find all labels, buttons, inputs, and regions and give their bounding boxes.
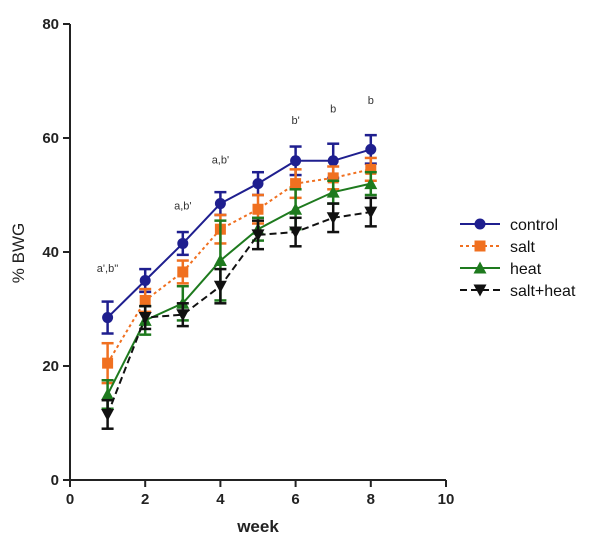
data-point (289, 226, 303, 239)
data-point (290, 178, 302, 190)
x-tick-label: 10 (438, 491, 455, 508)
data-point (290, 155, 302, 167)
data-point (365, 163, 377, 175)
data-point (138, 312, 152, 325)
legend-marker (473, 261, 487, 274)
significance-annotations: a',b'' a,b' a,b' b' b b (97, 95, 374, 275)
data-point (213, 254, 227, 267)
annotation-label: a',b'' (97, 263, 119, 275)
x-axis-title: week (236, 517, 279, 536)
legend-item: salt+heat (460, 283, 576, 300)
legend-item: control (460, 217, 558, 234)
series-control (101, 133, 377, 335)
y-tick-label: 40 (42, 244, 59, 261)
y-tick-label: 0 (51, 472, 59, 489)
data-point (139, 294, 151, 306)
data-point (102, 312, 114, 324)
legend-item: heat (460, 261, 542, 278)
y-axis-title: % BWG (9, 223, 28, 283)
data-point (214, 198, 226, 210)
legend: control salt heat salt+heat (460, 217, 576, 300)
legend-marker (474, 218, 486, 230)
y-tick-label: 20 (42, 358, 59, 375)
data-point (364, 206, 378, 219)
axes: 0 20 40 60 80 0 2 4 6 8 10 (42, 16, 454, 508)
data-point (327, 155, 339, 167)
data-point (101, 388, 115, 400)
x-tick-label: 4 (216, 491, 225, 508)
annotation-label: b (368, 95, 374, 107)
x-tick-label: 0 (66, 491, 74, 508)
annotation-label: a,b' (212, 155, 229, 167)
annotation-label: b' (291, 115, 299, 127)
data-point (326, 212, 340, 225)
data-point (252, 178, 264, 190)
legend-label: salt+heat (510, 283, 576, 300)
legend-marker (473, 284, 487, 297)
legend-item: salt (460, 239, 535, 256)
x-tick-label: 6 (291, 491, 299, 508)
data-point (176, 309, 190, 322)
legend-label: salt (510, 239, 535, 256)
legend-marker (474, 240, 486, 252)
data-point (289, 202, 303, 215)
annotation-label: a,b' (174, 200, 191, 212)
data-point (213, 280, 227, 293)
annotation-label: b (330, 103, 336, 115)
data-point (177, 266, 189, 278)
x-tick-label: 8 (367, 491, 375, 508)
x-tick-label: 2 (141, 491, 149, 508)
data-point (177, 237, 189, 249)
data-point (365, 143, 377, 155)
series-line (106, 211, 371, 415)
data-point (101, 408, 115, 421)
series-line (106, 148, 372, 319)
data-point (139, 275, 151, 286)
data-point (364, 177, 378, 190)
data-point (326, 185, 340, 198)
y-tick-label: 60 (42, 130, 59, 147)
legend-label: heat (510, 261, 542, 278)
data-point (251, 229, 265, 242)
y-tick-label: 80 (42, 16, 59, 33)
series-salt-heat (101, 196, 378, 430)
series-heat (101, 170, 378, 410)
legend-label: control (510, 217, 558, 234)
data-point (252, 203, 264, 215)
data-point (327, 172, 339, 184)
data-point (102, 357, 114, 369)
plot-marks (101, 133, 378, 430)
series-line (106, 168, 372, 364)
